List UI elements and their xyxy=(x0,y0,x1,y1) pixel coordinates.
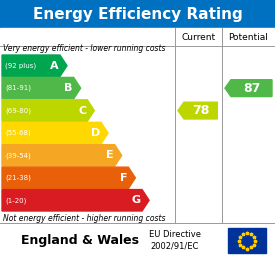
Text: EU Directive
2002/91/EC: EU Directive 2002/91/EC xyxy=(149,230,201,251)
Polygon shape xyxy=(2,55,67,76)
Text: Not energy efficient - higher running costs: Not energy efficient - higher running co… xyxy=(3,214,166,223)
Text: A: A xyxy=(50,61,59,71)
Polygon shape xyxy=(2,100,94,121)
Text: 78: 78 xyxy=(192,104,209,117)
Text: G: G xyxy=(132,195,141,205)
Text: D: D xyxy=(91,128,100,138)
Text: Very energy efficient - lower running costs: Very energy efficient - lower running co… xyxy=(3,44,166,53)
Text: E: E xyxy=(106,150,114,160)
Text: England & Wales: England & Wales xyxy=(21,234,139,247)
Text: Potential: Potential xyxy=(229,33,268,42)
Text: (1-20): (1-20) xyxy=(5,197,26,204)
Text: (69-80): (69-80) xyxy=(5,107,31,114)
Text: (21-38): (21-38) xyxy=(5,175,31,181)
Text: (92 plus): (92 plus) xyxy=(5,62,36,69)
Text: F: F xyxy=(120,173,127,183)
Bar xyxy=(0,28,275,46)
Polygon shape xyxy=(2,77,81,99)
Text: (39-54): (39-54) xyxy=(5,152,31,159)
Text: B: B xyxy=(64,83,73,93)
Text: (81-91): (81-91) xyxy=(5,85,31,91)
Text: Current: Current xyxy=(182,33,216,42)
Text: C: C xyxy=(78,106,86,116)
Polygon shape xyxy=(2,145,122,166)
Polygon shape xyxy=(225,80,272,96)
Polygon shape xyxy=(2,167,135,189)
Bar xyxy=(0,0,275,28)
Polygon shape xyxy=(2,190,149,211)
Text: 87: 87 xyxy=(243,82,260,95)
Bar xyxy=(228,228,266,253)
Text: (55-68): (55-68) xyxy=(5,130,31,136)
Text: Energy Efficiency Rating: Energy Efficiency Rating xyxy=(33,6,242,21)
Polygon shape xyxy=(2,122,108,144)
Polygon shape xyxy=(178,102,217,119)
